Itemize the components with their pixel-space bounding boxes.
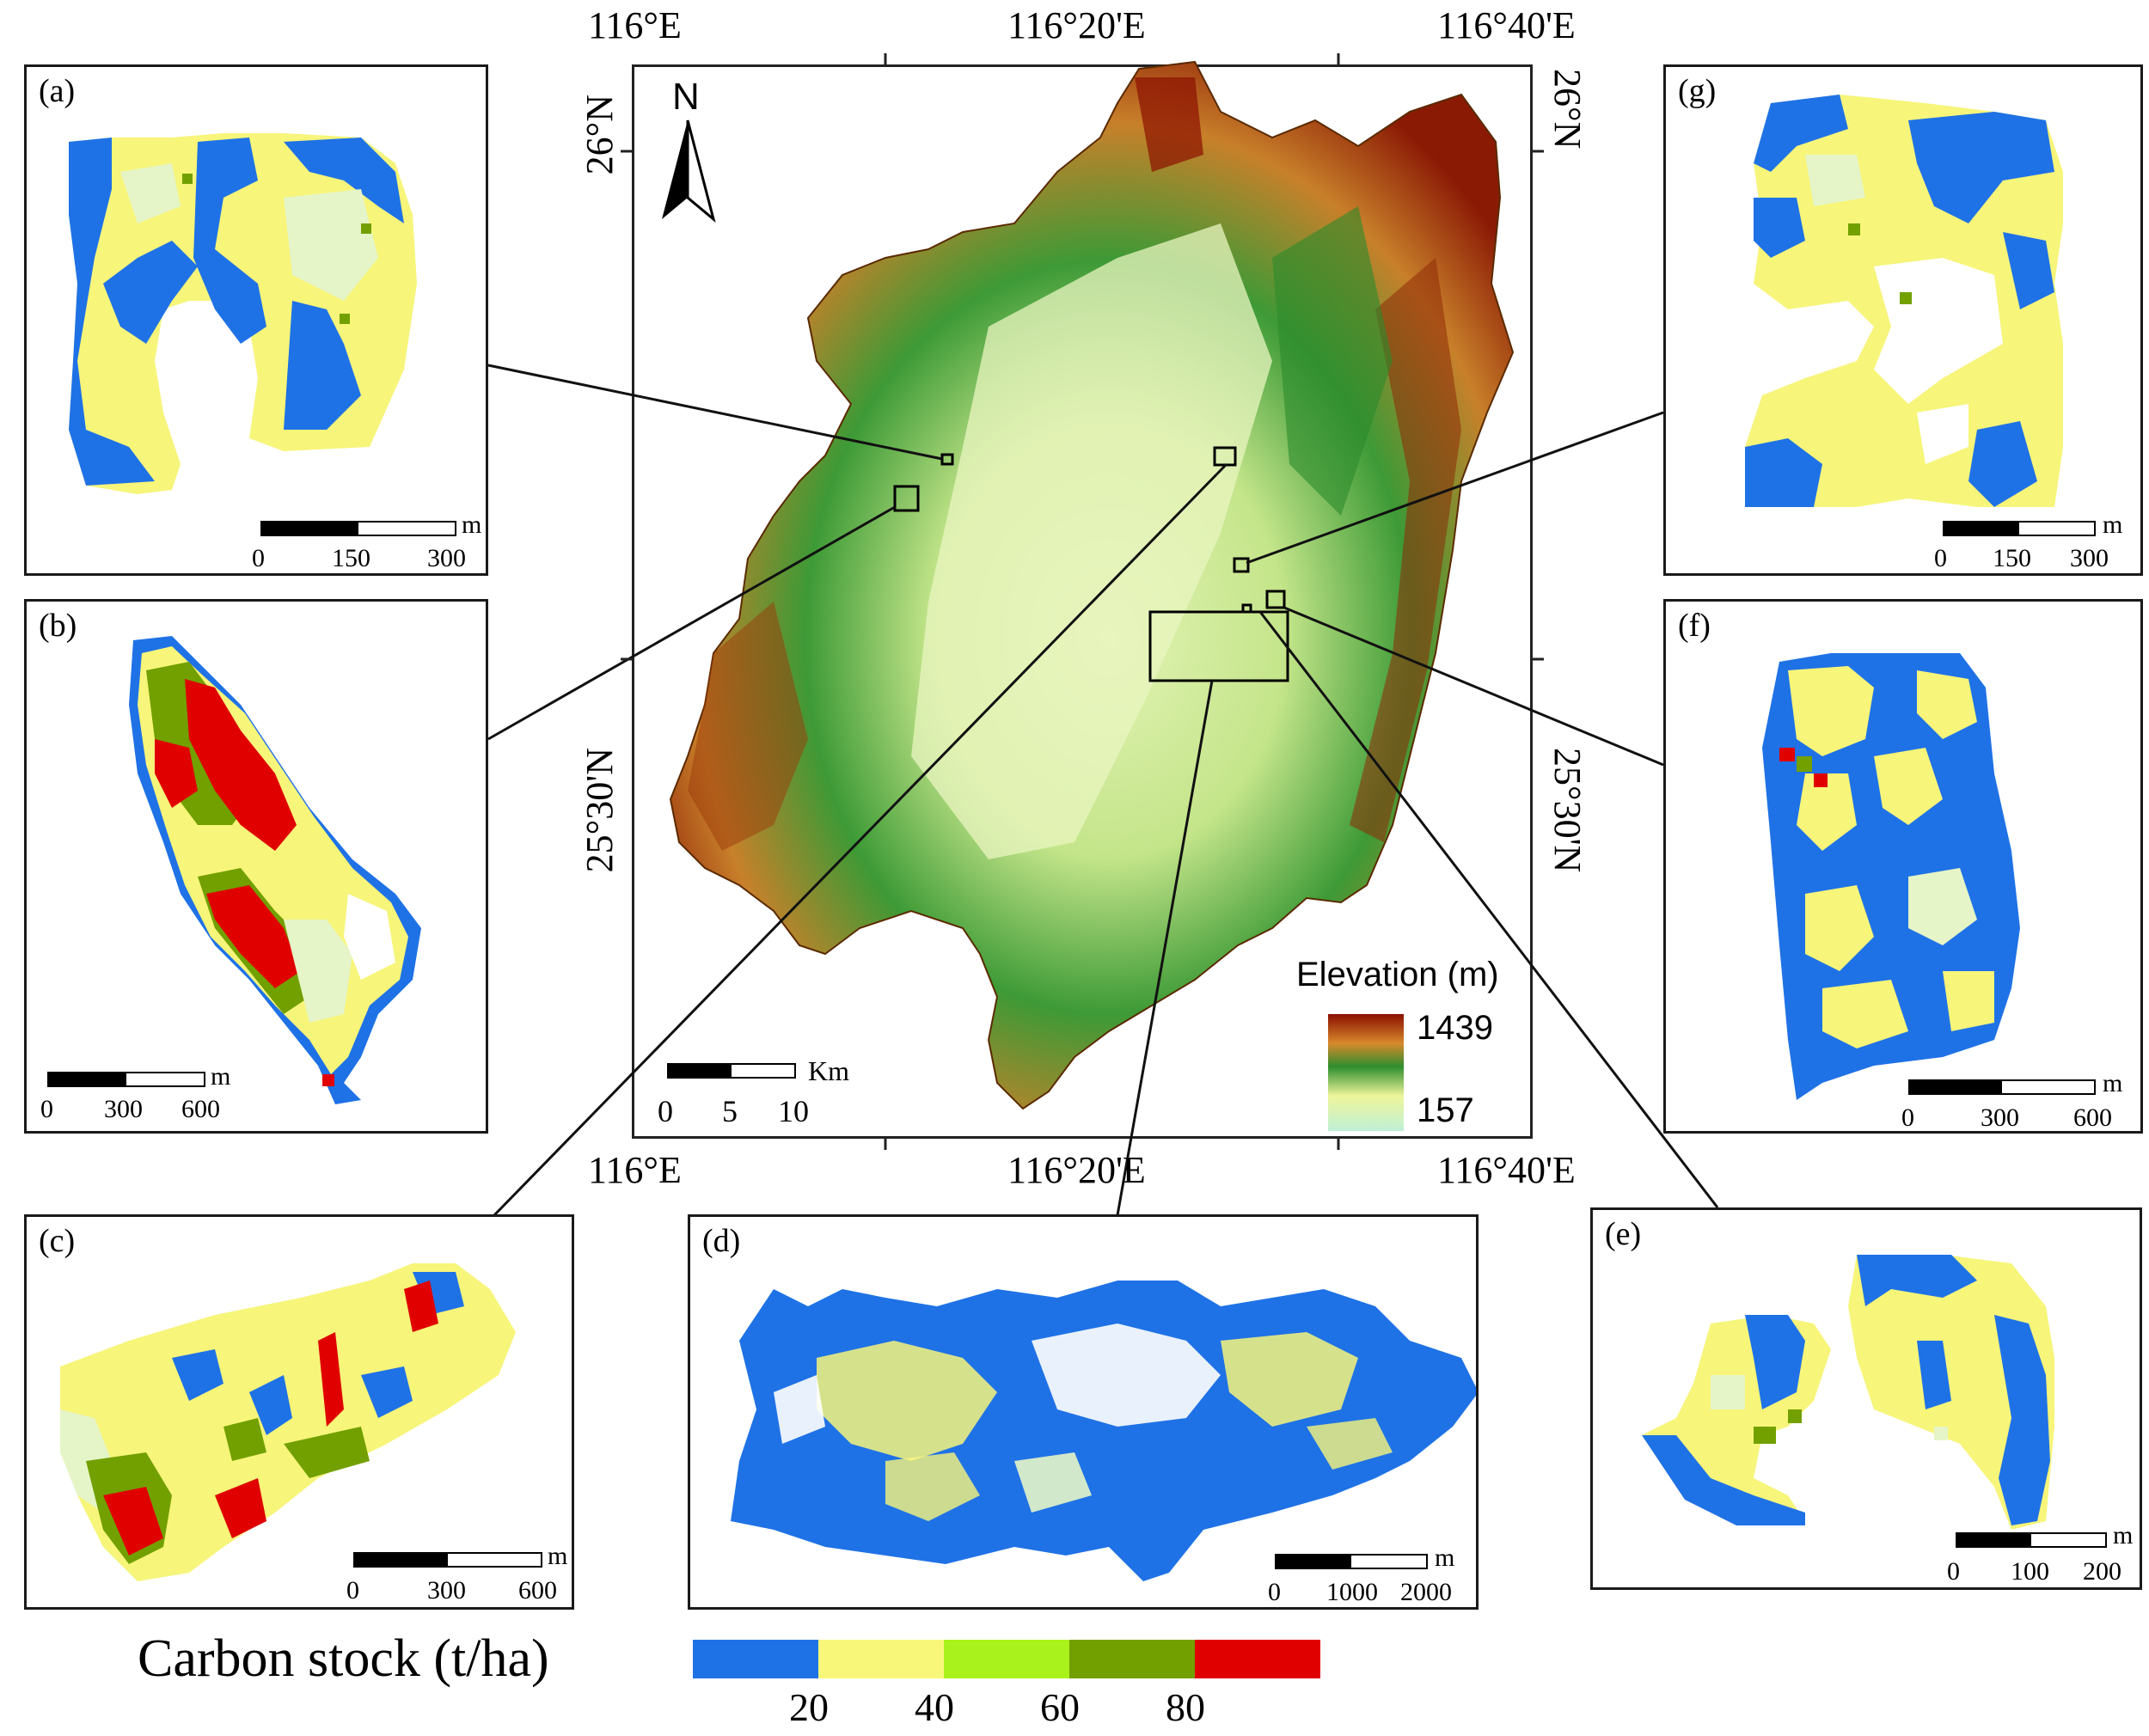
panel-b-raster [129,636,421,1104]
main-scale-unit: Km [808,1055,849,1086]
panel-e-tick-200: 200 [2083,1557,2121,1586]
panel-g-scale-bar [1943,521,2096,536]
panel-d-tick-1000: 1000 [1326,1578,1378,1606]
panel-e-raster [1642,1255,2054,1530]
panel-c-tick-600: 600 [518,1576,557,1605]
top-label-116E: 116°E [588,4,682,46]
carbon-break-40: 40 [915,1685,954,1729]
carbon-class-1 [693,1640,818,1678]
elevation-legend-title: Elevation (m) [1296,956,1499,993]
elevation-legend-min: 157 [1417,1091,1474,1129]
panel-g-scale-unit: m [2103,510,2123,539]
panel-f-tick-600: 600 [2073,1103,2112,1132]
main-scale-tick-10: 10 [778,1094,809,1128]
panel-c: (c) m 0 300 600 [24,1214,574,1610]
carbon-class-5 [1195,1640,1320,1678]
panel-a-scale-bar [260,521,456,536]
carbon-class-4 [1069,1640,1195,1678]
carbon-break-80: 80 [1166,1685,1205,1729]
panel-a-tick-150: 150 [332,544,370,572]
panel-g-tick-300: 300 [2070,544,2109,572]
panel-c-label: (c) [39,1223,76,1259]
panel-b-scale-unit: m [211,1062,231,1091]
bottom-label-116-20E: 116°20'E [1007,1149,1146,1191]
panel-f-raster [1762,653,2020,1100]
carbon-break-20: 20 [789,1685,829,1729]
panel-b: (b) m 0 300 600 [24,599,488,1134]
panel-c-tick-300: 300 [427,1576,466,1605]
panel-b-tick-0: 0 [40,1095,53,1123]
panel-d-tick-0: 0 [1268,1578,1281,1606]
panel-g-label: (g) [1678,73,1717,109]
panel-f-label: (f) [1678,608,1711,644]
panel-e-tick-0: 0 [1947,1557,1960,1586]
left-label-25-30N: 25°30'N [579,748,621,873]
panel-b-tick-600: 600 [181,1095,220,1123]
bottom-label-116E: 116°E [588,1149,682,1191]
panel-c-raster [60,1263,516,1581]
carbon-legend-bar [693,1640,1320,1678]
panel-b-label: (b) [39,608,77,644]
panel-f-tick-300: 300 [1981,1103,2019,1132]
panel-a-label: (a) [39,73,76,109]
panel-b-tick-300: 300 [104,1095,143,1123]
panel-g: (g) m 0 150 300 [1663,64,2143,576]
panel-c-scale-bar [353,1552,542,1568]
carbon-legend-title: Carbon stock (t/ha) [138,1629,549,1688]
panel-d-scale-unit: m [1435,1543,1455,1572]
carbon-break-60: 60 [1040,1685,1080,1729]
panel-d-tick-2000: 2000 [1400,1578,1452,1606]
top-label-116-40E: 116°40'E [1437,4,1576,46]
panel-d: (d) m 0 1000 2000 [688,1214,1479,1610]
left-label-26N: 26°N [579,95,621,175]
elevation-legend-max: 1439 [1417,1009,1493,1047]
panel-g-tick-150: 150 [1993,544,2031,572]
main-scale-bar [667,1063,796,1079]
north-arrow-icon [662,119,716,223]
panel-e-tick-100: 100 [2011,1557,2049,1586]
panel-g-tick-0: 0 [1934,544,1947,572]
panel-b-scale-bar [47,1072,205,1087]
panel-d-scale-bar [1275,1554,1428,1569]
right-label-26N: 26°N [1546,69,1589,150]
carbon-class-2 [818,1640,944,1678]
panel-a-scale-unit: m [462,510,482,539]
panel-c-tick-0: 0 [346,1576,359,1605]
panel-a: (a) m 0 150 300 [24,64,488,576]
panel-f-scale-unit: m [2103,1069,2123,1097]
panel-e: (e) m 0 100 200 [1590,1207,2142,1590]
carbon-class-3 [944,1640,1069,1678]
panel-f-scale-bar [1908,1079,2096,1095]
panel-d-raster [731,1281,1479,1581]
main-scale-tick-0: 0 [658,1094,673,1128]
panel-e-scale-unit: m [2113,1521,2134,1550]
panel-a-tick-0: 0 [252,544,265,572]
bottom-label-116-40E: 116°40'E [1437,1149,1576,1191]
panel-e-label: (e) [1605,1216,1642,1252]
main-scale-tick-5: 5 [722,1094,738,1128]
panel-e-scale-bar [1956,1532,2107,1548]
panel-d-label: (d) [702,1223,741,1259]
panel-f: (f) m 0 300 600 [1663,599,2143,1134]
panel-f-tick-0: 0 [1901,1103,1914,1132]
north-label: N [672,76,700,118]
panel-a-raster [69,133,417,494]
panel-a-tick-300: 300 [427,544,466,572]
panel-g-raster [1745,95,2063,507]
top-label-116-20E: 116°20'E [1007,4,1146,46]
right-label-25-30N: 25°30'N [1546,748,1589,873]
elevation-legend-bar [1328,1014,1404,1131]
panel-c-scale-unit: m [548,1542,568,1570]
